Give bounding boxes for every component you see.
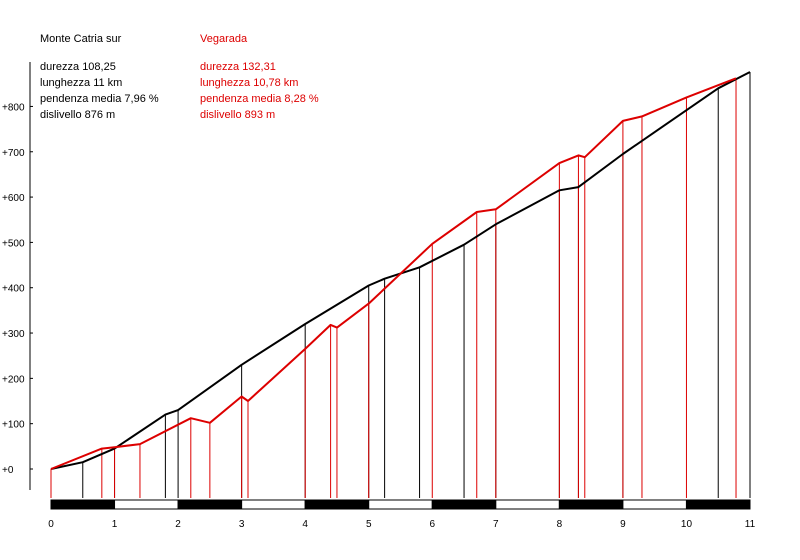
climb-b-durezza: durezza 132,31	[200, 61, 276, 73]
y-tick-label: +600	[2, 193, 25, 204]
x-tick-label: 9	[620, 519, 626, 530]
km-scale-segment	[558, 499, 624, 510]
climb-b-dislivello: dislivello 893 m	[200, 109, 276, 121]
series-line	[50, 71, 751, 470]
y-tick-label: +400	[2, 284, 25, 295]
climb-b-pendenza: pendenza media 8,28 %	[200, 93, 319, 105]
km-scale-segment	[304, 499, 370, 510]
km-scale-segment	[177, 499, 243, 510]
x-tick-label: 0	[48, 519, 54, 530]
y-tick-label: +300	[2, 329, 25, 340]
y-tick-label: +800	[2, 102, 25, 113]
series-line	[50, 77, 737, 470]
climb-b-name: Vegarada	[200, 33, 248, 45]
x-tick-label: 7	[493, 519, 499, 530]
km-scale-segment	[50, 499, 116, 510]
x-tick-label: 6	[429, 519, 435, 530]
km-scale-segment	[368, 499, 433, 510]
climb-a-name: Monte Catria sur	[40, 33, 122, 45]
x-tick-label: 3	[239, 519, 245, 530]
x-tick-label: 2	[175, 519, 181, 530]
x-tick-label: 5	[366, 519, 372, 530]
climb-a-dislivello: dislivello 876 m	[40, 109, 116, 121]
km-scale-segment	[241, 499, 306, 510]
x-tick-label: 10	[681, 519, 693, 530]
km-scale-segment	[495, 499, 560, 510]
km-scale-segment	[431, 499, 497, 510]
climb-a-lunghezza: lunghezza 11 km	[40, 77, 123, 89]
climb-a-durezza: durezza 108,25	[40, 61, 116, 73]
climb-b-info: Vegarada durezza 132,31 lunghezza 10,78 …	[200, 31, 319, 123]
x-tick-label: 8	[557, 519, 563, 530]
y-tick-label: +100	[2, 420, 25, 431]
km-scale-segment	[114, 499, 179, 510]
y-tick-label: +200	[2, 374, 25, 385]
climb-b-lunghezza: lunghezza 10,78 km	[200, 77, 299, 89]
climb-a-info: Monte Catria sur durezza 108,25 lunghezz…	[40, 31, 159, 123]
y-tick-label: +700	[2, 148, 25, 159]
x-tick-label: 1	[112, 519, 118, 530]
km-scale-segment	[622, 499, 687, 510]
y-tick-label: +0	[2, 465, 14, 476]
x-tick-label: 11	[745, 519, 756, 530]
climb-a-pendenza: pendenza media 7,96 %	[40, 93, 159, 105]
km-scale-segment	[685, 499, 751, 510]
y-tick-label: +500	[2, 238, 25, 249]
x-tick-label: 4	[302, 519, 308, 530]
